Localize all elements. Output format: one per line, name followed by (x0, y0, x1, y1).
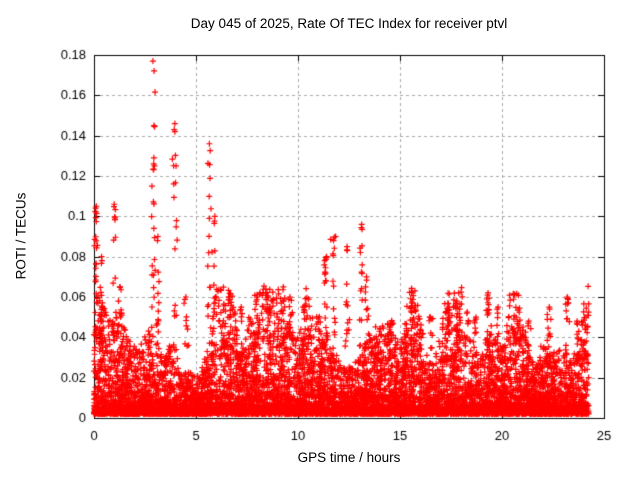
x-axis-label: GPS time / hours (297, 450, 401, 465)
y-axis-label: ROTI / TECUs (13, 192, 29, 280)
chart-title: Day 045 of 2025, Rate Of TEC Index for r… (190, 16, 508, 31)
